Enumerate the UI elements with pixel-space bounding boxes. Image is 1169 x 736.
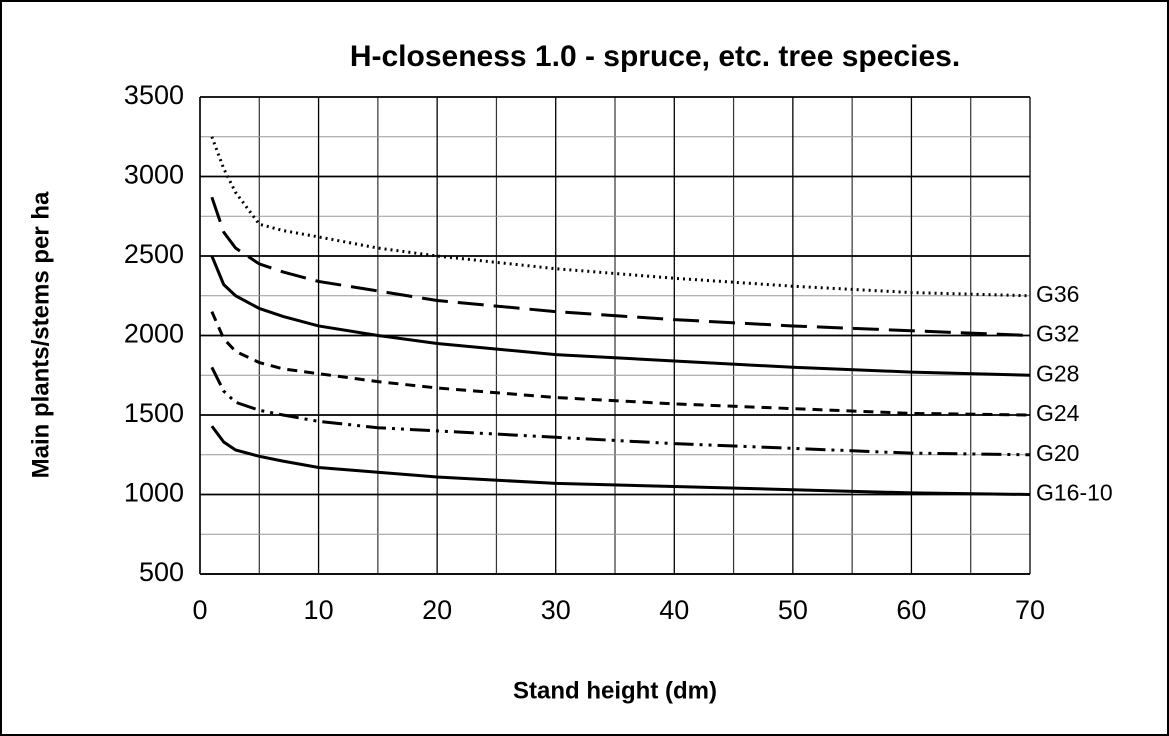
x-tick-label: 70: [1015, 595, 1045, 625]
y-tick-label: 2000: [124, 319, 184, 349]
series-label: G24: [1036, 400, 1080, 426]
y-tick-label: 3500: [124, 80, 184, 110]
y-tick-label: 1500: [124, 398, 184, 428]
y-tick-label: 1000: [124, 478, 184, 508]
x-tick-label: 40: [659, 595, 689, 625]
chart-title: H-closeness 1.0 - spruce, etc. tree spec…: [350, 40, 960, 73]
series-label: G16-10: [1036, 480, 1113, 506]
series-label: G28: [1036, 360, 1079, 386]
series-line: [210, 196, 1031, 337]
series-line: [210, 366, 1031, 457]
y-tick-label: 500: [139, 557, 184, 587]
x-tick-label: 50: [778, 595, 808, 625]
series-line: [210, 136, 1031, 298]
x-tick-label: 10: [304, 595, 334, 625]
y-axis-label: Main plants/stems per ha: [27, 191, 54, 478]
x-tick-label: 0: [192, 595, 207, 625]
y-tick-label: 3000: [124, 160, 184, 190]
x-axis-label: Stand height (dm): [513, 677, 717, 704]
series-line: [210, 311, 1031, 417]
y-tick-label: 2500: [124, 239, 184, 269]
series-line: [210, 255, 1031, 377]
series-label: G32: [1036, 321, 1079, 347]
series-label: G36: [1036, 281, 1079, 307]
x-tick-label: 30: [541, 595, 571, 625]
series-label: G20: [1036, 440, 1079, 466]
x-tick-label: 20: [422, 595, 452, 625]
series-line: [210, 425, 1031, 496]
x-tick-label: 60: [896, 595, 926, 625]
